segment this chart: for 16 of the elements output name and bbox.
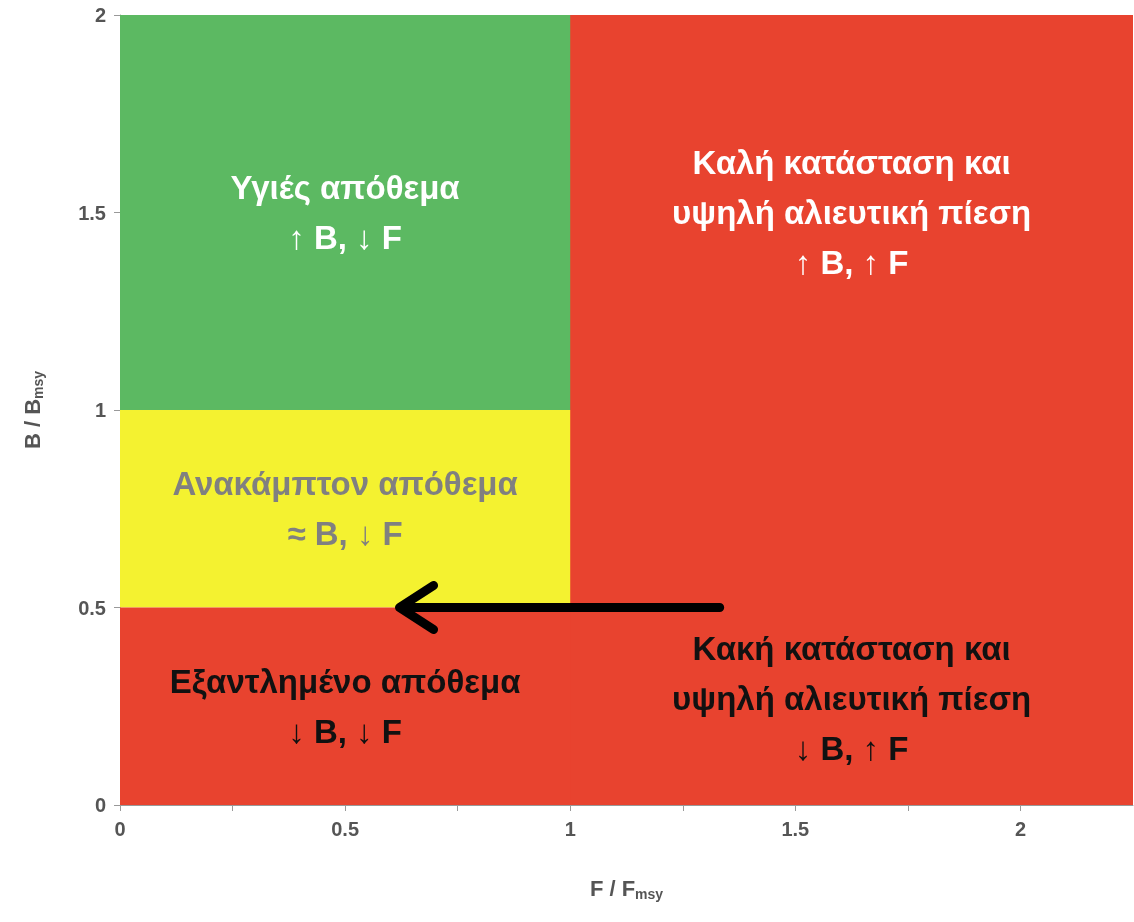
annotation: Κακή κατάσταση και υψηλή αλιευτική πίεση ↓ B, ↑ F <box>672 629 1032 767</box>
band-label: Εξαντλημένο απόθεμα ↓ B, ↓ F <box>169 662 521 750</box>
y-tick-label: 0 <box>94 794 106 816</box>
y-tick-label: 1.5 <box>78 201 106 224</box>
y-axis-title: B / Bmsy <box>19 370 46 450</box>
y-tick-label: 2 <box>94 4 106 26</box>
x-tick-label: 0.5 <box>331 818 360 840</box>
y-tick-label: 1 <box>94 399 106 421</box>
x-tick-label: 2 <box>1014 818 1027 840</box>
x-tick-label: 1.5 <box>781 818 810 840</box>
x-tick-label: 1 <box>564 818 576 840</box>
band-label: Υγιές απόθεμα ↑ B, ↓ F <box>230 169 460 256</box>
band-label: Καλή κατάσταση και υψηλή αλιευτική πίεση ↑ B, ↑ F <box>672 144 1032 281</box>
x-tick-label: 0 <box>114 818 126 840</box>
band-label: Ανακάμπτον απόθεμα ≈ B, ↓ F <box>172 465 518 553</box>
y-tick-label: 0.5 <box>78 596 106 619</box>
